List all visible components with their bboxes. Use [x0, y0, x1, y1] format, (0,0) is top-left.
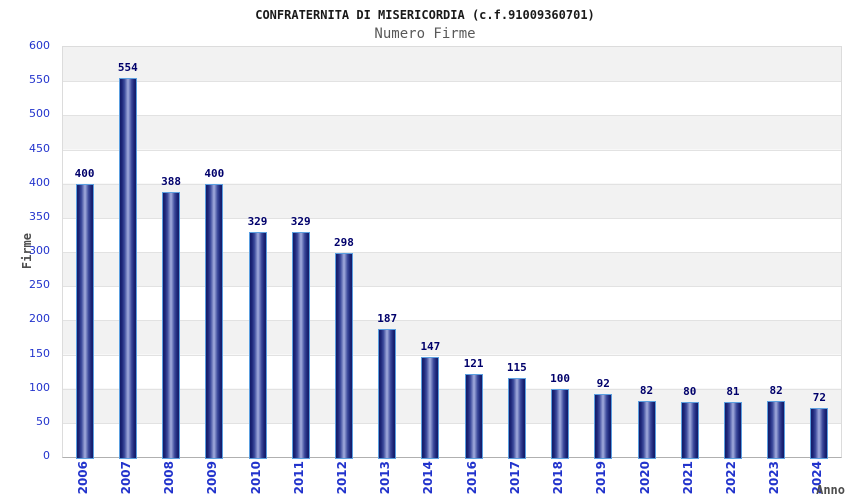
x-tick-label: 2018 [551, 461, 566, 495]
x-axis-title: Anno [816, 483, 845, 497]
grid-line [63, 183, 841, 185]
grid-line [63, 286, 841, 288]
chart-subtitle: Numero Firme [374, 26, 476, 42]
bar-2008 [162, 192, 181, 459]
bar-2018 [551, 389, 570, 459]
plot-area: 400 554 388 400 329 329 298 187 147 121 115 100 92 82… [62, 46, 842, 459]
grid-line [63, 354, 841, 356]
bar-value-label: 400 [74, 167, 95, 180]
bar-value-label: 388 [161, 175, 181, 188]
bar-2023 [767, 401, 786, 459]
bar-2017 [507, 378, 526, 459]
x-tick-label: 2006 [75, 461, 90, 495]
y-tick-label: 200 [29, 312, 50, 326]
x-tick-label: 2017 [507, 461, 522, 495]
grid-line [63, 320, 841, 322]
bar-2011 [291, 232, 310, 459]
bar-2016 [464, 374, 483, 459]
bar-value-label: 400 [204, 167, 225, 180]
bar-2022 [723, 402, 742, 459]
x-tick-label: 2023 [767, 461, 782, 495]
bar-value-label: 554 [117, 61, 138, 74]
bar-value-label: 72 [812, 391, 826, 404]
bar-value-label: 121 [463, 357, 484, 370]
y-axis-ticks: 0 50 100 150 200 250 300 350 400 450 500 550 600 [0, 39, 56, 462]
bar-2010 [248, 232, 267, 459]
bar-2012 [334, 253, 353, 459]
grid-line [63, 115, 841, 117]
x-tick-label: 2007 [118, 461, 133, 495]
bar-2007 [118, 78, 137, 459]
bar-2006 [75, 184, 94, 459]
x-tick-label: 2010 [248, 461, 263, 495]
x-tick-label: 2008 [162, 461, 177, 495]
bar-2014 [421, 357, 440, 459]
x-tick-label: 2021 [680, 461, 695, 495]
bar-value-label: 82 [769, 384, 783, 397]
y-tick-label: 400 [29, 175, 50, 189]
bar-value-label: 147 [420, 340, 441, 353]
grid-line [63, 217, 841, 219]
x-tick-label: 2014 [421, 461, 436, 495]
y-tick-label: 300 [29, 244, 50, 257]
x-tick-label: 2013 [378, 461, 393, 495]
bar-2013 [378, 329, 397, 459]
chart-title: CONFRATERNITA DI MISERICORDIA (c.f.91009… [255, 8, 595, 22]
grid-line [63, 388, 841, 390]
bar-value-label: 100 [550, 372, 570, 385]
x-tick-label: 2016 [464, 461, 479, 495]
grid-line [63, 252, 841, 253]
bar-2009 [205, 184, 224, 459]
x-tick-label: 2022 [723, 461, 738, 495]
bar-value-label: 187 [377, 312, 398, 325]
bar-value-label: 298 [334, 236, 354, 249]
bar-value-label: 329 [290, 215, 311, 228]
x-tick-label: 2009 [205, 461, 220, 495]
y-tick-label: 0 [43, 449, 50, 462]
grid-line [63, 149, 841, 151]
bar-value-label: 81 [726, 385, 740, 398]
bar-value-label: 115 [506, 361, 527, 374]
bar-value-label: 329 [247, 215, 268, 228]
y-tick-label: 100 [29, 380, 50, 394]
bar-2024 [810, 408, 829, 459]
bar-2019 [594, 394, 613, 459]
x-axis-ticks: 2006 2007 2008 2009 2010 2011 2012 2013 2014 2016… [62, 459, 840, 500]
bar-value-label: 92 [596, 377, 610, 390]
y-tick-label: 500 [29, 107, 50, 121]
y-tick-label: 150 [29, 346, 50, 360]
grid-line [63, 81, 841, 83]
y-tick-label: 450 [29, 141, 50, 155]
x-tick-label: 2019 [594, 461, 609, 495]
y-tick-label: 550 [29, 73, 50, 87]
grid-line [63, 422, 841, 424]
y-tick-label: 250 [29, 278, 50, 292]
y-tick-label: 600 [29, 39, 50, 52]
x-tick-label: 2012 [334, 461, 349, 495]
bar-2021 [680, 402, 699, 459]
y-tick-label: 50 [36, 414, 50, 428]
y-tick-label: 350 [29, 209, 50, 223]
bar-value-label: 80 [683, 385, 697, 398]
bar-2020 [637, 401, 656, 459]
bar-value-label: 82 [639, 384, 654, 397]
x-tick-label: 2020 [637, 461, 652, 495]
x-tick-label: 2011 [291, 461, 306, 495]
